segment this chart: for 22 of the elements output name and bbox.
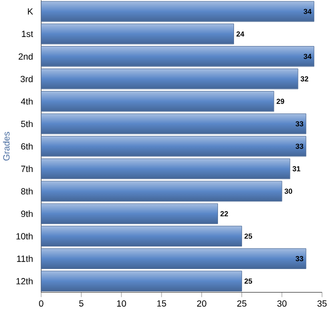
y-tick-label: 5th [21,120,33,128]
x-tick-label: 15 [157,300,166,307]
x-tick-label: 20 [197,300,206,307]
x-tick-label: 5 [79,300,84,307]
y-tick-label: 12th [16,278,33,285]
y-tick-label: 9th [21,210,33,218]
y-tick-label: 4th [20,98,33,105]
x-tick-label: 25 [237,300,246,307]
y-tick-label: 8th [21,188,33,195]
y-tick-label: 3rd [20,76,33,82]
y-tick-label: 11th [17,256,33,262]
x-tick-label: 35 [317,300,327,307]
y-tick-label: 6th [21,143,33,150]
y-tick-label: K [28,8,34,15]
y-tick-label: 10th [16,233,33,240]
y-tick-label: 2nd [18,53,33,60]
y-axis-title: Grades [2,132,10,161]
x-tick-label: 30 [277,300,287,307]
y-tick-label: 1st [22,30,34,38]
x-tick-label: 10 [117,300,126,307]
x-tick-label: 0 [39,300,44,307]
y-tick-label: 7th [21,166,33,172]
